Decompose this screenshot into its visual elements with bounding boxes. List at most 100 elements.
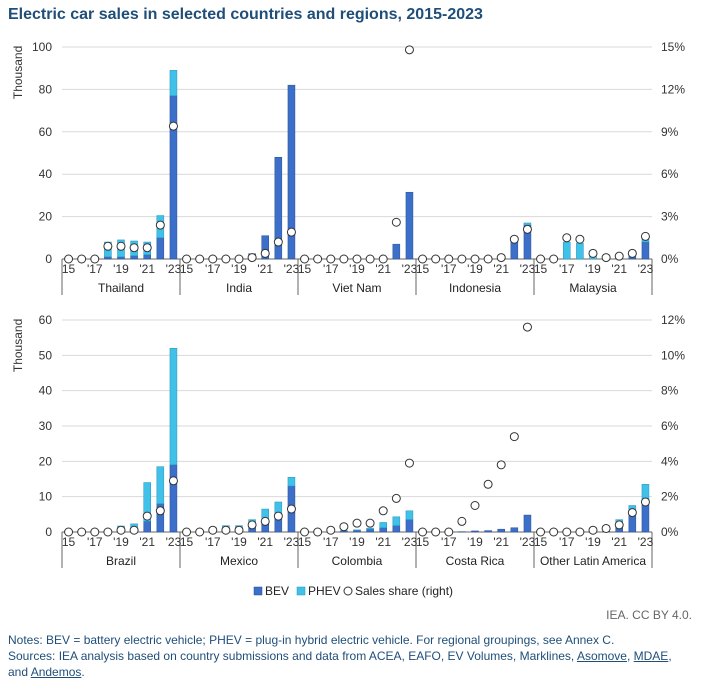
share-marker [182, 527, 192, 537]
share-marker [365, 518, 375, 528]
year-tick-label: '19 [113, 535, 129, 549]
share-marker [509, 234, 519, 244]
category-label: Brazil [106, 554, 136, 568]
year-tick-label: '17 [205, 535, 221, 549]
share-marker [155, 220, 165, 230]
share-marker [431, 254, 441, 264]
share-marker [195, 527, 205, 537]
share-marker [588, 525, 598, 535]
share-marker [64, 527, 74, 537]
bar-bev [405, 191, 414, 260]
share-marker [313, 254, 323, 264]
share-marker [509, 432, 519, 442]
share-marker [483, 479, 493, 489]
sources-text: Sources: IEA analysis based on country s… [8, 648, 698, 680]
share-marker [116, 241, 126, 251]
share-marker [286, 504, 296, 514]
share-marker [103, 241, 113, 251]
bar-bev [405, 519, 414, 533]
share-marker [614, 251, 624, 261]
share-marker [640, 497, 650, 507]
bar-bev [130, 255, 138, 260]
bar-bev [156, 237, 165, 260]
share-marker [195, 254, 205, 264]
year-tick-label: '23 [166, 535, 182, 549]
share-marker [77, 527, 87, 537]
year-tick-label: '21 [139, 262, 155, 276]
year-tick-label: '19 [231, 535, 247, 549]
bar-phev [169, 70, 178, 97]
legend-label-bev: BEV [265, 584, 289, 598]
share-marker [260, 516, 270, 526]
source-link-mdae[interactable]: MDAE [633, 649, 669, 663]
y2-tick-label: 9% [661, 125, 679, 139]
bar-bev [392, 243, 401, 260]
year-tick-label: '17 [441, 262, 457, 276]
sources-end: . [81, 665, 85, 679]
share-marker [90, 254, 100, 264]
y-tick-label: 60 [39, 125, 53, 139]
y2-tick-label: 2% [661, 490, 679, 504]
share-marker [273, 237, 283, 247]
year-tick-label: '21 [139, 535, 155, 549]
year-tick-label: '21 [493, 262, 509, 276]
year-tick-label: 15 [180, 262, 194, 276]
y2-tick-label: 6% [661, 167, 679, 181]
bar-phev [405, 510, 414, 520]
share-marker [339, 254, 349, 264]
legend-marker-share [343, 586, 353, 596]
share-marker [234, 525, 244, 535]
year-tick-label: '21 [375, 535, 391, 549]
y2-tick-label: 0% [661, 252, 679, 266]
share-marker [129, 243, 139, 253]
year-tick-label: '23 [638, 262, 654, 276]
share-marker [300, 527, 310, 537]
share-marker [562, 527, 572, 537]
year-tick-label: '19 [585, 262, 601, 276]
year-tick-label: '19 [467, 262, 483, 276]
bar-bev [471, 530, 479, 533]
share-marker [168, 476, 178, 486]
share-marker [549, 527, 559, 537]
bar-bev [353, 529, 361, 533]
y-tick-label: 0 [45, 525, 52, 539]
share-marker [326, 525, 336, 535]
share-marker [182, 254, 192, 264]
legend-label-phev: PHEV [308, 584, 341, 598]
year-tick-label: '23 [520, 535, 536, 549]
y-tick-label: 80 [39, 82, 53, 96]
share-marker [339, 522, 349, 532]
legend-label-share: Sales share (right) [355, 584, 453, 598]
bar-bev [510, 527, 519, 533]
year-tick-label: 15 [298, 535, 312, 549]
y2-tick-label: 3% [661, 210, 679, 224]
bar-bev [143, 254, 151, 260]
year-tick-label: 15 [298, 262, 312, 276]
share-marker [77, 254, 87, 264]
year-tick-label: '23 [638, 535, 654, 549]
category-label: Colombia [332, 554, 383, 568]
bar-bev [117, 256, 125, 260]
share-marker [247, 520, 257, 530]
category-label: Thailand [98, 281, 144, 295]
legend-swatch-bev [253, 586, 263, 596]
source-link-andemos[interactable]: Andemos [30, 665, 82, 679]
share-marker [601, 523, 611, 533]
share-marker [562, 233, 572, 243]
source-link-asomove[interactable]: Asomove [576, 649, 627, 663]
year-tick-label: '17 [559, 535, 575, 549]
share-marker [142, 243, 152, 253]
year-tick-label: '19 [349, 262, 365, 276]
share-marker [286, 227, 296, 237]
y-tick-label: 20 [39, 454, 53, 468]
year-tick-label: '23 [166, 262, 182, 276]
share-marker [378, 506, 388, 516]
bar-bev [169, 95, 178, 260]
bar-bev [287, 84, 296, 260]
category-label: Other Latin America [540, 554, 646, 568]
share-marker [470, 501, 480, 510]
share-marker [208, 525, 218, 535]
share-marker [168, 121, 178, 131]
notes-block: Notes: BEV = battery electric vehicle; P… [8, 632, 698, 680]
